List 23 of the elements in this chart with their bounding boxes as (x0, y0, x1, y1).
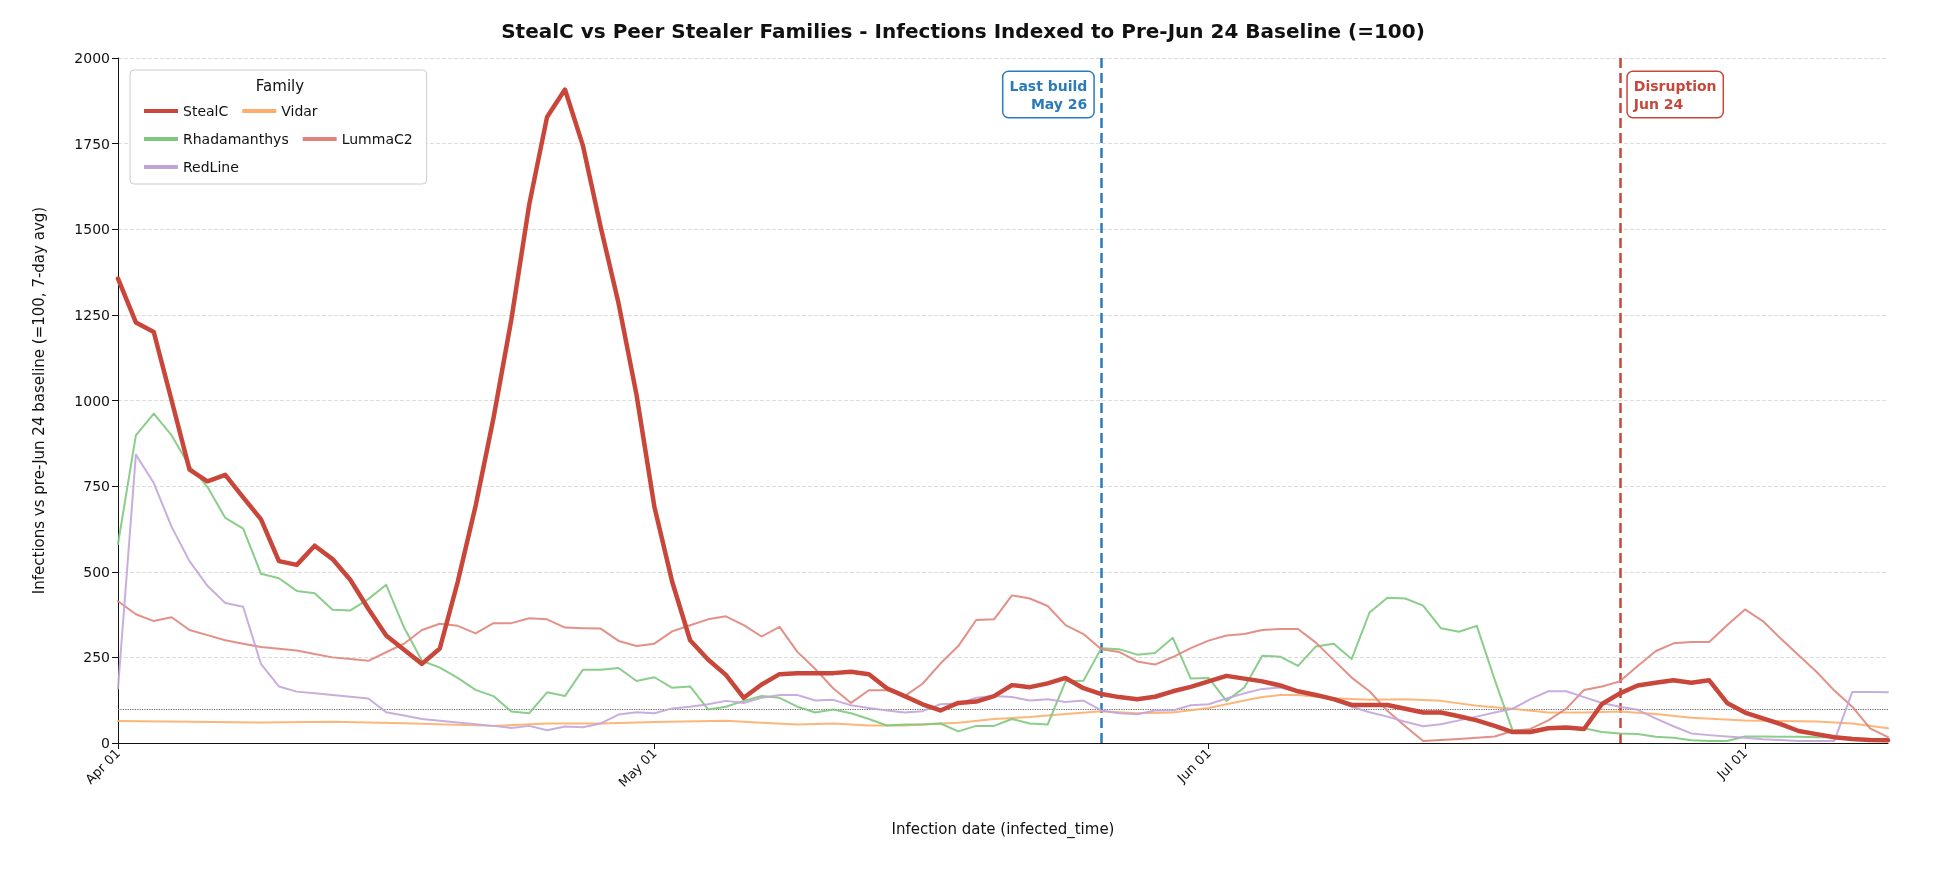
y-axis-title: Infections vs pre-Jun 24 baseline (=100, 7-day avg) (29, 206, 48, 595)
y-tick-label: 2000 (74, 50, 110, 66)
y-tick-label: 1750 (74, 135, 110, 152)
y-tick-label: 1250 (74, 306, 110, 323)
legend-title: Family (255, 76, 305, 95)
legend-label: Vidar (281, 103, 318, 119)
y-tick-label: 500 (83, 563, 110, 580)
x-axis-title: Infection date (infected_time) (891, 819, 1115, 839)
y-tick-label: 250 (83, 649, 110, 666)
line-series (117, 694, 1889, 730)
legend-label: Rhadamanthys (183, 131, 289, 147)
y-tick-label: 750 (83, 478, 110, 495)
x-tick-label: Jul 01 (1713, 745, 1751, 783)
legend-label: StealC (183, 103, 229, 119)
chart-title: StealC vs Peer Stealer Families - Infections Indexed to Pre-Jun 24 Baseline (=100) (501, 19, 1425, 43)
x-tick-label: Jun 01 (1173, 745, 1214, 786)
legend-label: LummaC2 (341, 131, 413, 147)
y-tick-label: 1000 (74, 392, 110, 409)
legend-label: RedLine (183, 159, 239, 175)
y-tick-label: 0 (101, 735, 110, 751)
ref-line-label: Last build May 26 (1009, 78, 1088, 112)
ref-line-label: Disruption Jun 24 (1632, 78, 1717, 112)
y-tick-label: 1500 (74, 221, 110, 238)
